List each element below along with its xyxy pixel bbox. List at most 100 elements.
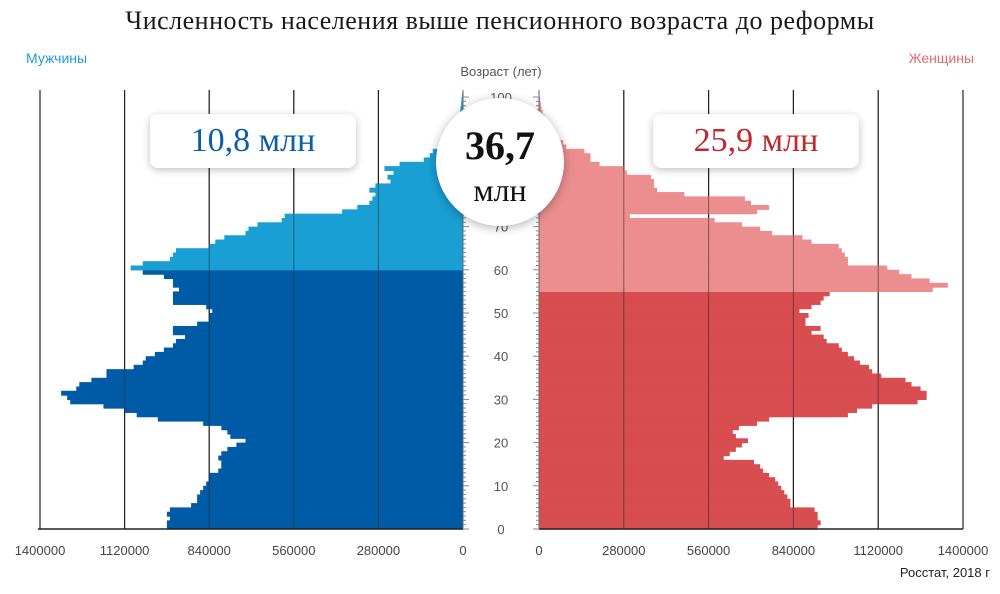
women-bar (539, 274, 912, 280)
women-bar (539, 412, 848, 418)
men-bar (209, 477, 463, 483)
women-bar (539, 174, 652, 180)
women-bar (539, 459, 755, 465)
women-bar (539, 153, 591, 159)
x-tick-label-right: 1120000 (853, 543, 903, 558)
men-bar (245, 230, 463, 236)
women-bar (539, 351, 848, 357)
men-bar (91, 377, 463, 383)
men-bar (248, 226, 463, 232)
x-tick-label-left: 1400000 (15, 543, 66, 558)
men-bar (169, 256, 463, 262)
men-bar (106, 369, 463, 375)
women-bar (539, 161, 600, 167)
women-bar (539, 477, 776, 483)
x-tick-label-right: 1400000 (938, 543, 989, 558)
men-bar (133, 364, 463, 370)
men-bar (172, 252, 463, 258)
women-bar (539, 416, 770, 422)
men-bar (221, 464, 463, 470)
men-bar (172, 282, 463, 288)
women-label: Женщины (908, 50, 974, 66)
men-bar (142, 269, 463, 275)
women-bar (539, 382, 912, 388)
men-bar (172, 295, 463, 301)
men-bar (384, 166, 463, 172)
total-circle: 36,7 млн (436, 98, 564, 226)
source-note: Росстат, 2018 г (899, 565, 990, 580)
men-bar (163, 274, 463, 280)
x-tick-label-left: 0 (459, 543, 466, 558)
men-bar (169, 516, 463, 521)
men-bar (230, 433, 463, 439)
women-bar (539, 403, 873, 409)
men-bar (172, 291, 463, 297)
women-bar (539, 481, 779, 487)
women-bar (539, 230, 773, 236)
men-bar (172, 330, 463, 336)
women-bar (539, 217, 715, 223)
men-bar (106, 373, 463, 379)
men-bar (166, 520, 463, 526)
women-bar (539, 364, 870, 370)
men-bar (166, 511, 463, 517)
men-bar (387, 174, 463, 180)
women-bar (539, 269, 900, 275)
women-bar (539, 360, 861, 366)
men-bar (154, 351, 464, 357)
women-bar (539, 196, 745, 202)
women-bar (539, 472, 770, 478)
women-bar (539, 369, 873, 375)
women-bar (539, 446, 736, 452)
men-bar (281, 217, 463, 223)
men-bar (221, 425, 463, 431)
women-bar (539, 187, 658, 193)
women-bar (539, 524, 818, 530)
women-bar (539, 235, 803, 241)
men-bar (203, 421, 463, 426)
women-bar (539, 248, 842, 254)
men-bar (130, 265, 463, 271)
age-axis-title: Возраст (лет) (460, 64, 541, 79)
women-bar (539, 226, 761, 232)
men-bar (142, 261, 463, 267)
women-bar (539, 291, 830, 297)
women-bar (539, 321, 806, 327)
women-bar (539, 261, 848, 267)
women-bar (539, 338, 827, 344)
men-total-box: 10,8 млн (150, 114, 356, 168)
men-bar (206, 304, 463, 310)
women-bar (539, 308, 800, 314)
men-bar (70, 399, 463, 405)
men-bar (209, 317, 463, 323)
men-bar (169, 507, 463, 513)
women-bar (539, 373, 882, 379)
women-bar (539, 287, 933, 292)
women-bar (539, 498, 791, 504)
women-bar (539, 179, 655, 184)
men-bar (393, 170, 463, 176)
men-bar (206, 481, 463, 487)
women-bar (539, 325, 821, 331)
men-bar (227, 429, 463, 435)
women-bar (539, 347, 842, 353)
x-tick-label-right: 560000 (687, 543, 730, 558)
men-bar (227, 446, 463, 452)
men-bar (172, 278, 463, 284)
age-tick-label: 30 (494, 392, 508, 407)
chart-title: Численность населения выше пенсионного в… (125, 6, 875, 35)
men-bar (224, 235, 463, 241)
men-bar (175, 338, 463, 344)
men-bar (166, 524, 463, 530)
men-bar (375, 183, 463, 189)
women-bar (539, 239, 812, 245)
men-bar (461, 101, 463, 107)
women-bar (539, 442, 742, 448)
women-bar (539, 205, 770, 210)
men-bar (76, 386, 463, 392)
men-bar (178, 287, 463, 292)
men-bar (203, 485, 463, 491)
men-bar (103, 403, 463, 409)
women-bar (539, 330, 812, 336)
